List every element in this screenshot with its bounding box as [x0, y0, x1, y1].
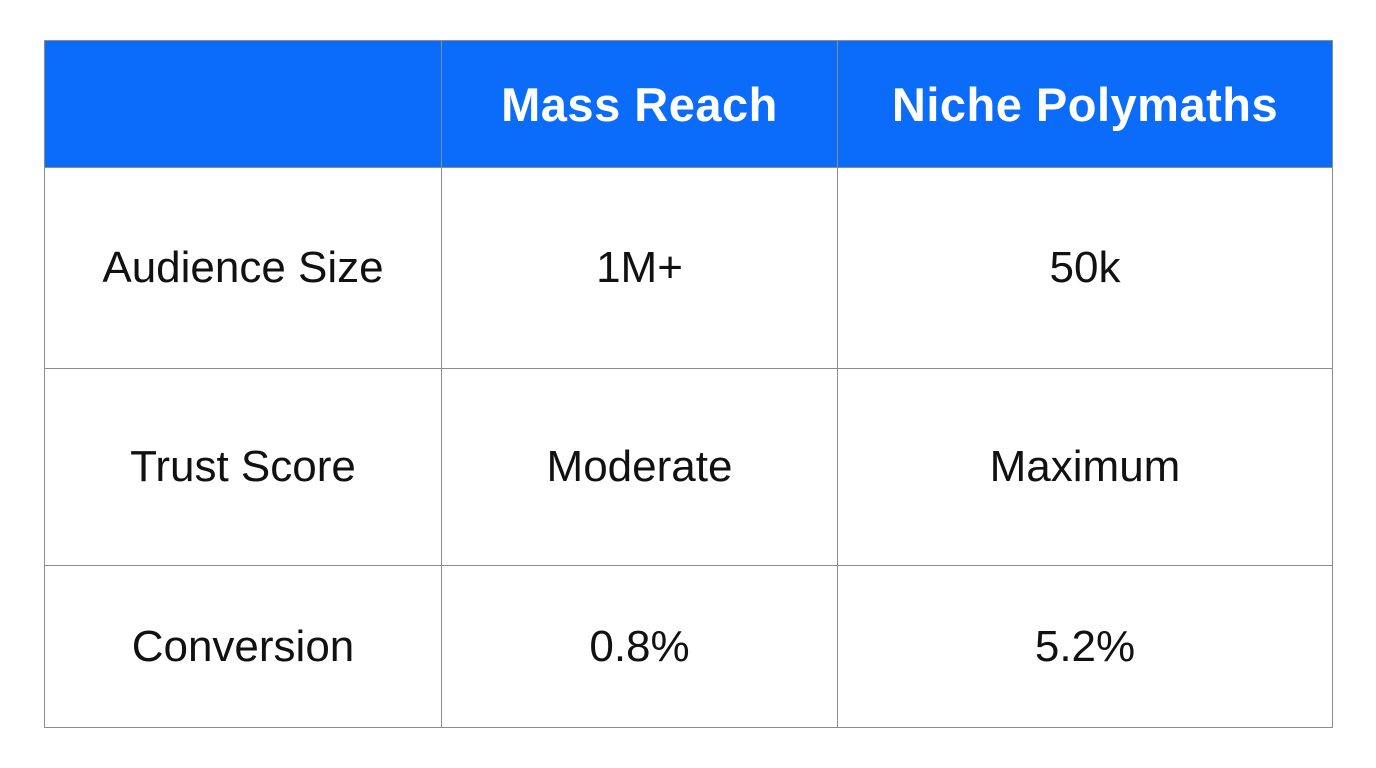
table-row-audience-size: Audience Size 1M+ 50k: [44, 167, 1333, 369]
cell-audience-mass-reach: 1M+: [441, 167, 838, 369]
cell-trust-niche-polymaths: Maximum: [837, 368, 1333, 566]
cell-audience-niche-polymaths: 50k: [837, 167, 1333, 369]
cell-conversion-mass-reach: 0.8%: [441, 565, 838, 728]
table-row-conversion: Conversion 0.8% 5.2%: [44, 565, 1333, 728]
table-header-row: Mass Reach Niche Polymaths: [44, 40, 1333, 168]
row-label-audience-size: Audience Size: [44, 167, 442, 369]
row-label-trust-score: Trust Score: [44, 368, 442, 566]
header-cell-niche-polymaths: Niche Polymaths: [837, 40, 1333, 168]
comparison-table: Mass Reach Niche Polymaths Audience Size…: [44, 40, 1333, 728]
cell-trust-mass-reach: Moderate: [441, 368, 838, 566]
header-cell-empty: [44, 40, 442, 168]
table-row-trust-score: Trust Score Moderate Maximum: [44, 368, 1333, 566]
row-label-conversion: Conversion: [44, 565, 442, 728]
header-cell-mass-reach: Mass Reach: [441, 40, 838, 168]
comparison-table-container: Mass Reach Niche Polymaths Audience Size…: [44, 40, 1333, 728]
cell-conversion-niche-polymaths: 5.2%: [837, 565, 1333, 728]
